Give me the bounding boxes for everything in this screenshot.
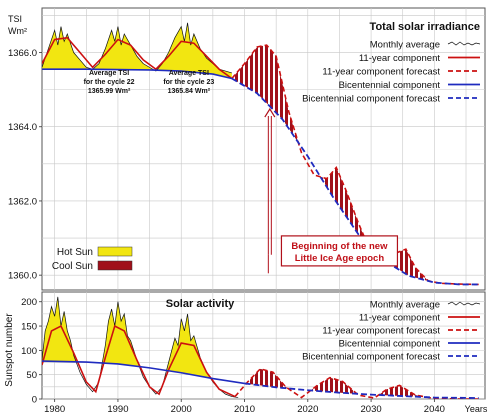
- tsi-panel: 1360.0 1362.0 1364.0 1366.0 TSI Wm² Total s…: [8, 7, 486, 291]
- y-tick-label: 100: [21, 346, 37, 357]
- epoch-annotation-box: [280, 235, 399, 267]
- y-tick-label: 150: [21, 322, 37, 333]
- y-tick-label: 1364.0: [8, 122, 37, 133]
- legend-label: Monthly average: [370, 40, 440, 51]
- x-tick-label: 2040: [424, 404, 445, 415]
- annotation-text: for the cycle 23: [163, 79, 214, 86]
- tsi-y-ticks: 1360.0 1362.0 1364.0 1366.0: [8, 48, 42, 282]
- series-line-bicentennial-component: [42, 68, 233, 80]
- fill-legend-label: Hot Sun: [57, 247, 93, 258]
- legend-label: 11-year component: [359, 313, 441, 324]
- sunspot-x-ticks: 1980 1990 2000 2010 2020 2030 2040: [44, 399, 445, 415]
- series-line-bicentennial-component-forecast: [244, 382, 479, 399]
- x-axis-label: Years: [465, 404, 488, 414]
- series-line-bicentennial-component-forecast: [231, 77, 479, 286]
- x-tick-label: 1980: [44, 404, 65, 415]
- y-tick-label: 50: [26, 370, 37, 381]
- annotation-text: Average TSI: [89, 70, 129, 77]
- legend-swatch: [447, 301, 481, 306]
- y-tick-label: 200: [21, 297, 37, 308]
- legend-label: 11-year component forecast: [322, 326, 440, 337]
- tsi-ylabel: TSI: [8, 14, 22, 24]
- epoch-arrow-head: [264, 107, 276, 118]
- legend-label: 11-year component: [359, 53, 441, 64]
- epoch-annotation-text: Beginning of the new: [291, 241, 388, 252]
- y-tick-label: 1360.0: [8, 271, 37, 282]
- legend-label: 11-year component forecast: [322, 67, 440, 78]
- legend-label: Bicentennial component forecast: [302, 94, 440, 105]
- tsi-yunit: Wm²: [8, 26, 27, 36]
- legend-label: Monthly average: [370, 300, 440, 311]
- hot-sun-fill: [42, 22, 232, 79]
- y-tick-label: 1366.0: [8, 48, 37, 59]
- sunspot-ylabel: Sunspot number: [4, 313, 15, 387]
- series-line-11-year-component: [42, 324, 236, 398]
- series-line-bicentennial-component: [42, 360, 245, 385]
- y-tick-label: 1362.0: [8, 196, 37, 207]
- sunspot-title: Solar activity: [166, 298, 235, 310]
- x-tick-label: 2010: [234, 404, 255, 415]
- cool-sun-forecast-fill: [235, 368, 479, 399]
- series-line-11-year-component: [42, 36, 233, 80]
- tsi-legend: Monthly average 11-year component 11-year …: [302, 40, 481, 105]
- x-tick-label: 2000: [171, 404, 192, 415]
- x-tick-label: 1990: [107, 404, 128, 415]
- sunspot-panel: 0 50 100 150 200 1980 1990 2000 2010 2020 2030 204…: [4, 291, 488, 415]
- annotation-text: for the cycle 22: [84, 79, 135, 86]
- tsi-fills: [42, 22, 479, 285]
- tsi-lines: [42, 22, 479, 286]
- tsi-title: Total solar irradiance: [370, 21, 480, 33]
- sunspot-fills: [42, 296, 479, 399]
- epoch-annotation-text: Little Ice Age epoch: [295, 253, 385, 264]
- fill-legend-swatch: [97, 246, 133, 257]
- fill-legend-swatch: [97, 260, 133, 271]
- sunspot-lines: [42, 296, 479, 399]
- series-line-11-year-component-forecast: [231, 44, 479, 286]
- series-line-monthly-average: [42, 296, 239, 398]
- y-tick-label: 0: [32, 395, 37, 406]
- annotation-text: Average TSI: [169, 70, 209, 77]
- fill-legend-label: Cool Sun: [52, 261, 93, 272]
- legend-swatch: [447, 41, 481, 46]
- tsi-annotations: Average TSI for the cycle 22 1365.99 Wm² Av…: [84, 70, 399, 274]
- sunspot-legend: Monthly average 11-year component 11-year …: [302, 300, 481, 363]
- annotation-text: 1365.84 Wm²: [168, 88, 211, 95]
- tsi-fill-legend: Hot Sun Cool Sun: [52, 246, 133, 272]
- legend-label: Bicentennial component: [339, 80, 441, 91]
- hot-sun-fill: [42, 296, 239, 383]
- annotation-text: 1365.99 Wm²: [88, 88, 131, 95]
- x-tick-label: 2030: [361, 404, 382, 415]
- cool-sun-forecast-fill: [231, 45, 479, 285]
- legend-label: Bicentennial component forecast: [302, 352, 440, 363]
- sunspot-y-ticks: 0 50 100 150 200: [21, 297, 42, 406]
- series-line-11-year-component-forecast: [234, 367, 479, 399]
- x-tick-label: 2020: [297, 404, 318, 415]
- legend-label: Bicentennial component: [339, 339, 441, 350]
